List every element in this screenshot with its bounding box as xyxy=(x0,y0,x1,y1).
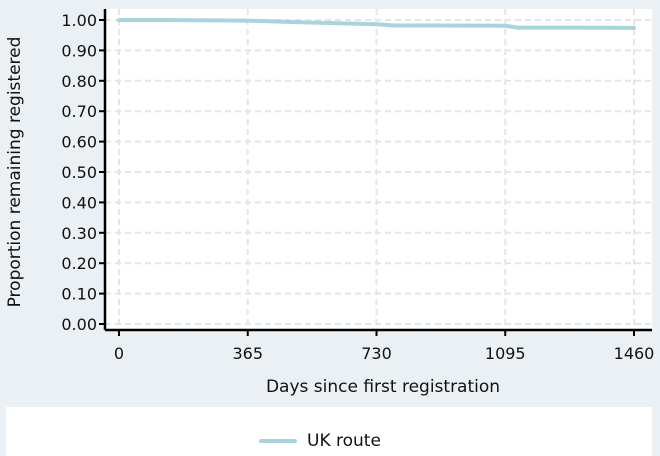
x-tick-label: 0 xyxy=(114,344,124,363)
y-tick-label: 0.80 xyxy=(61,72,97,91)
y-tick-label: 0.70 xyxy=(61,102,97,121)
y-tick-label: 0.10 xyxy=(61,285,97,304)
series-group xyxy=(117,18,636,30)
y-tick-label: 0.40 xyxy=(61,193,97,212)
y-tick-label: 0.50 xyxy=(61,163,97,182)
y-tick-label: 1.00 xyxy=(61,11,97,30)
x-tick-label: 365 xyxy=(232,344,263,363)
y-tick-label: 0.00 xyxy=(61,315,97,334)
legend-swatch xyxy=(259,439,297,443)
x-axis-label: Days since first registration xyxy=(266,377,500,397)
x-tick-label: 730 xyxy=(361,344,392,363)
y-axis-label: Proportion remaining registered xyxy=(5,37,25,308)
chart: 0.00 0.10 0.20 0.30 0.40 0.50 0.60 0.70 0.80 0.90… xyxy=(5,9,654,397)
y-tick-label: 0.60 xyxy=(61,133,97,152)
x-tick-label: 1095 xyxy=(485,344,526,363)
series-line xyxy=(117,18,636,30)
x-tick-labels: 0 365 730 1095 1460 xyxy=(114,344,654,363)
x-tick-label: 1460 xyxy=(614,344,655,363)
plot-background xyxy=(105,9,652,330)
legend-label: UK route xyxy=(307,431,381,451)
axes xyxy=(99,9,652,336)
legend: UK route xyxy=(6,407,652,456)
y-tick-labels: 0.00 0.10 0.20 0.30 0.40 0.50 0.60 0.70 0.80 0.90… xyxy=(61,11,97,334)
y-tick-label: 0.90 xyxy=(61,41,97,60)
y-tick-label: 0.20 xyxy=(61,254,97,273)
legend-item: UK route xyxy=(259,429,381,453)
y-tick-label: 0.30 xyxy=(61,224,97,243)
